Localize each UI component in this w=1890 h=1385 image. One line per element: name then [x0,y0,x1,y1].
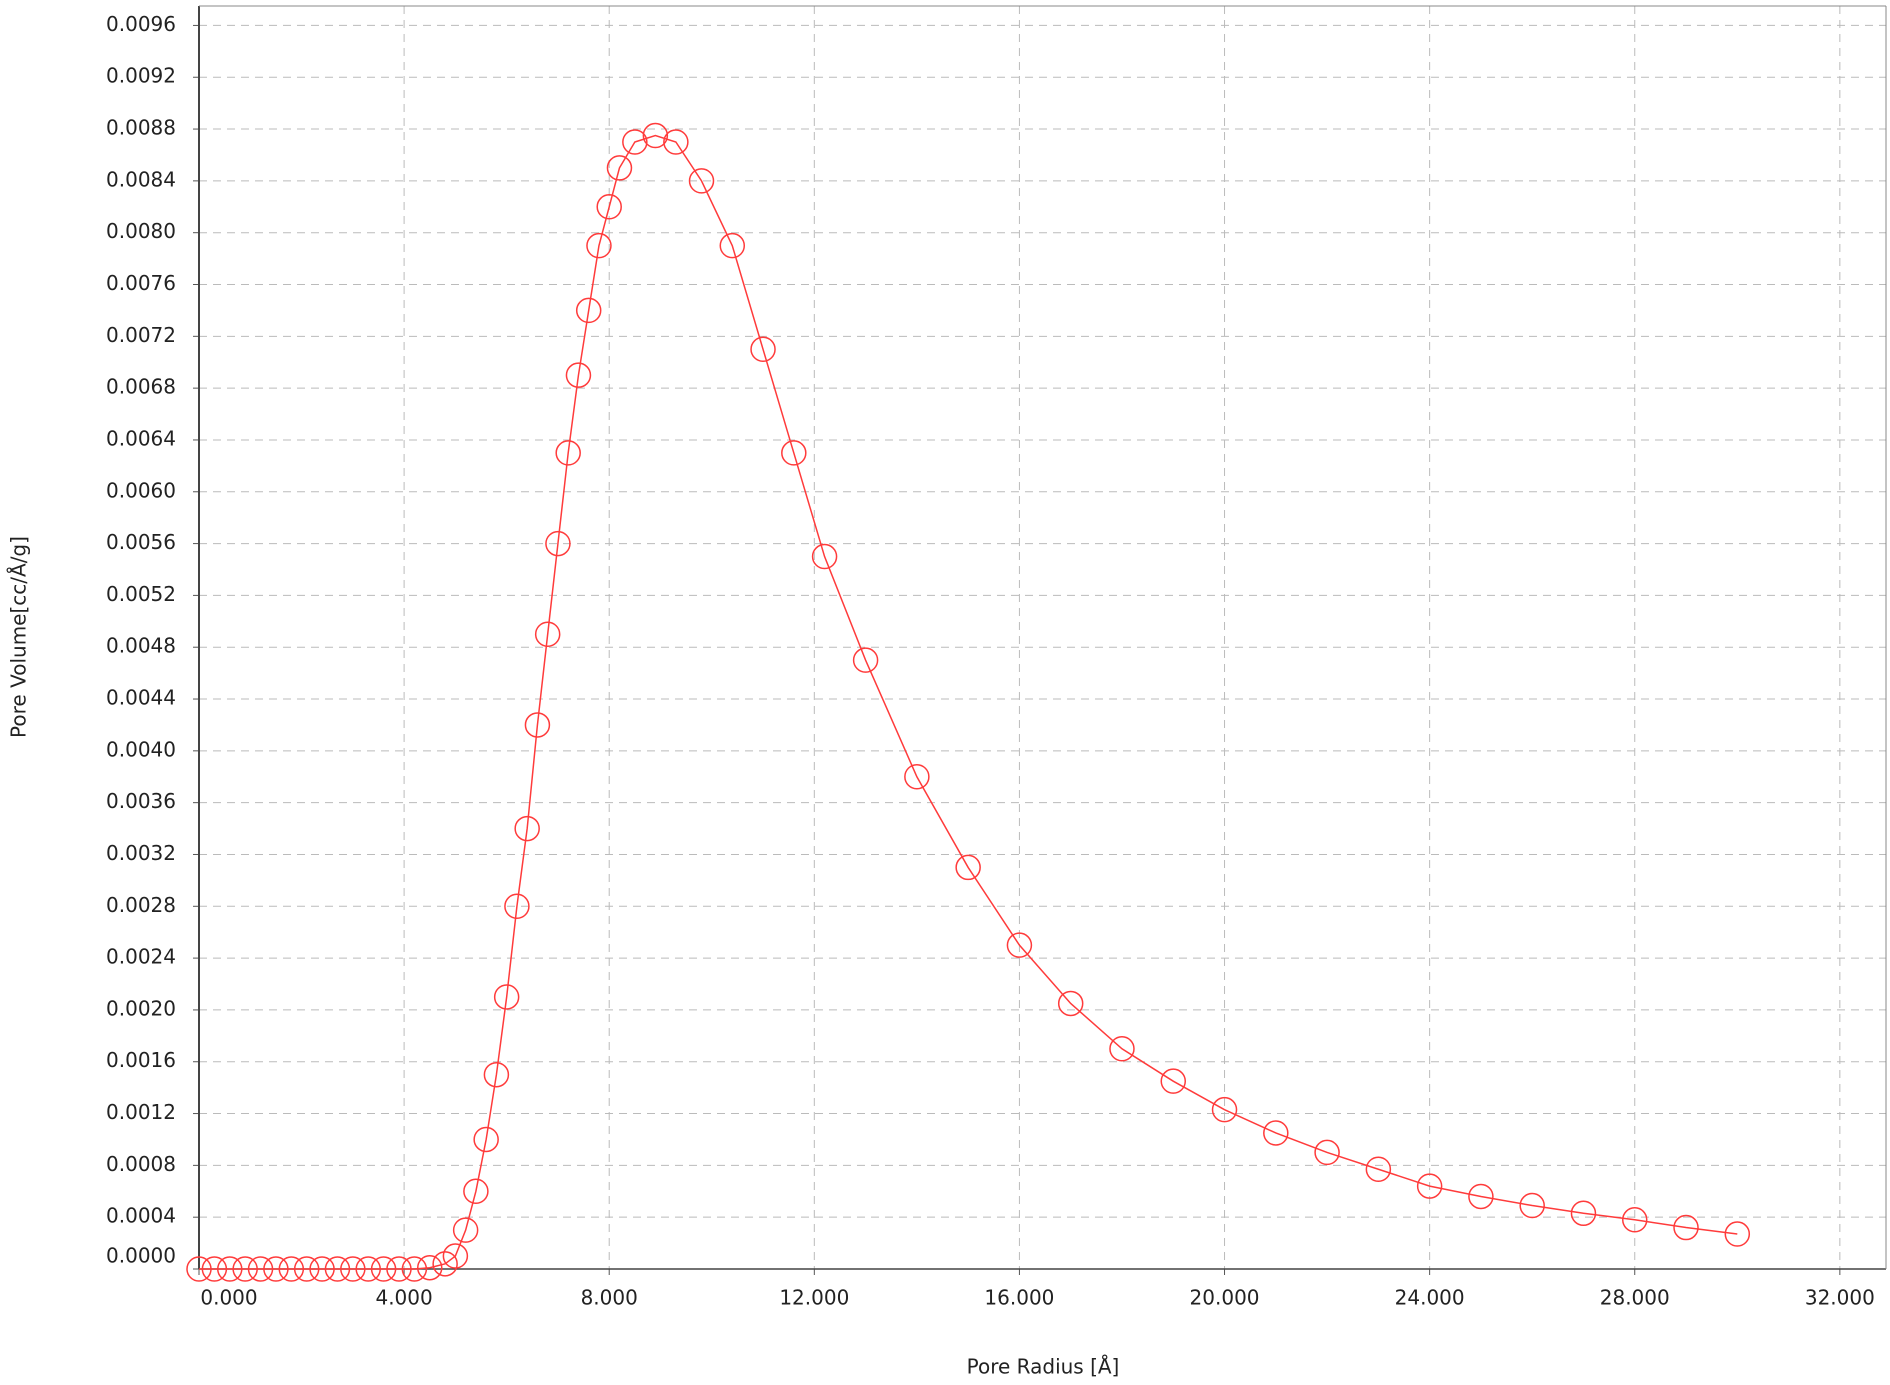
data-point [370,1256,397,1282]
y-tick-label: 0.0028 [106,893,176,917]
x-tick-label: 28.000 [1600,1286,1670,1310]
data-point [904,764,930,790]
data-point [1109,1036,1135,1062]
data-point [596,194,622,220]
data-point [1211,1096,1238,1123]
data-point [1519,1192,1545,1219]
data-point [463,1178,489,1205]
data-point [355,1256,381,1282]
y-tick-label: 0.0088 [106,116,176,140]
data-point [293,1256,320,1282]
data-point [565,362,592,388]
data-point [1006,932,1033,958]
data-point [504,893,530,920]
data-point [201,1256,228,1282]
y-tick-label: 0.0008 [106,1152,176,1176]
data-point [545,530,571,557]
data-point [386,1256,412,1282]
data-point [719,232,746,259]
data-point [1057,990,1084,1017]
y-tick-label: 0.0068 [106,375,176,399]
data-point [586,232,612,259]
data-point [217,1256,243,1282]
x-tick-label: 24.000 [1395,1286,1465,1310]
data-point [1570,1200,1597,1227]
y-tick-label: 0.0044 [106,686,176,710]
data-point [955,854,981,881]
y-tick-label: 0.0084 [106,167,176,191]
data-point [309,1256,335,1282]
y-tick-label: 0.0048 [106,634,176,658]
data-point [1160,1068,1187,1094]
data-point [247,1256,274,1282]
data-point [278,1256,305,1282]
data-point [1416,1173,1443,1199]
y-tick-label: 0.0080 [106,219,176,243]
data-point [483,1061,510,1088]
y-tick-label: 0.0064 [106,426,176,450]
data-point [555,440,581,466]
y-tick-label: 0.0052 [106,582,176,606]
data-point [514,815,540,842]
data-point [622,129,648,155]
data-point [452,1217,479,1243]
data-point [534,621,561,648]
x-tick-label: 4.000 [375,1286,432,1310]
x-tick-label: 8.000 [581,1286,638,1310]
x-tick-label: 0.000 [200,1286,257,1310]
data-point [442,1243,469,1269]
data-point [186,1256,212,1282]
x-axis-title: Pore Radius [Å] [967,1355,1120,1379]
y-tick-label: 0.0072 [106,323,176,347]
data-point [1468,1183,1494,1210]
data-point [1673,1214,1699,1241]
x-tick-label: 16.000 [984,1286,1054,1310]
x-tick-label: 32.000 [1805,1286,1875,1310]
data-point [263,1256,289,1282]
data-point [1365,1156,1392,1183]
data-point [1724,1221,1751,1247]
y-tick-label: 0.0024 [106,945,176,969]
data-point [324,1256,351,1282]
data-point [811,543,838,570]
data-point [340,1256,366,1282]
series-line [199,134,1738,1270]
y-tick-label: 0.0060 [106,478,176,502]
y-tick-label: 0.0012 [106,1100,176,1124]
y-axis-title: Pore Volume[cc/Å/g] [7,536,31,738]
data-point [1314,1139,1340,1166]
data-point [852,647,879,673]
data-point [232,1256,258,1282]
data-point [1621,1207,1648,1233]
data-point [401,1256,428,1282]
data-point [606,155,633,181]
data-point [416,1254,443,1281]
y-tick-label: 0.0036 [106,789,176,813]
data-point [781,440,807,466]
data-point [688,168,715,194]
data-point [524,712,551,738]
data-point [1263,1120,1289,1146]
data-point [750,336,776,363]
data-point [575,297,602,324]
y-tick-label: 0.0016 [106,1048,176,1072]
y-tick-label: 0.0076 [106,271,176,295]
data-point [432,1251,458,1277]
y-tick-label: 0.0096 [106,12,176,36]
data-point [493,984,520,1010]
y-tick-label: 0.0032 [106,841,176,865]
data-point [642,122,669,149]
x-tick-label: 12.000 [779,1286,849,1310]
y-tick-label: 0.0092 [106,64,176,88]
y-tick-label: 0.0040 [106,737,176,761]
data-point [473,1126,499,1153]
y-tick-label: 0.0020 [106,996,176,1020]
y-tick-label: 0.0056 [106,530,176,554]
x-tick-label: 20.000 [1190,1286,1260,1310]
y-tick-label: 0.0004 [106,1204,176,1228]
data-point [663,129,689,155]
y-tick-label: 0.0000 [106,1244,176,1268]
